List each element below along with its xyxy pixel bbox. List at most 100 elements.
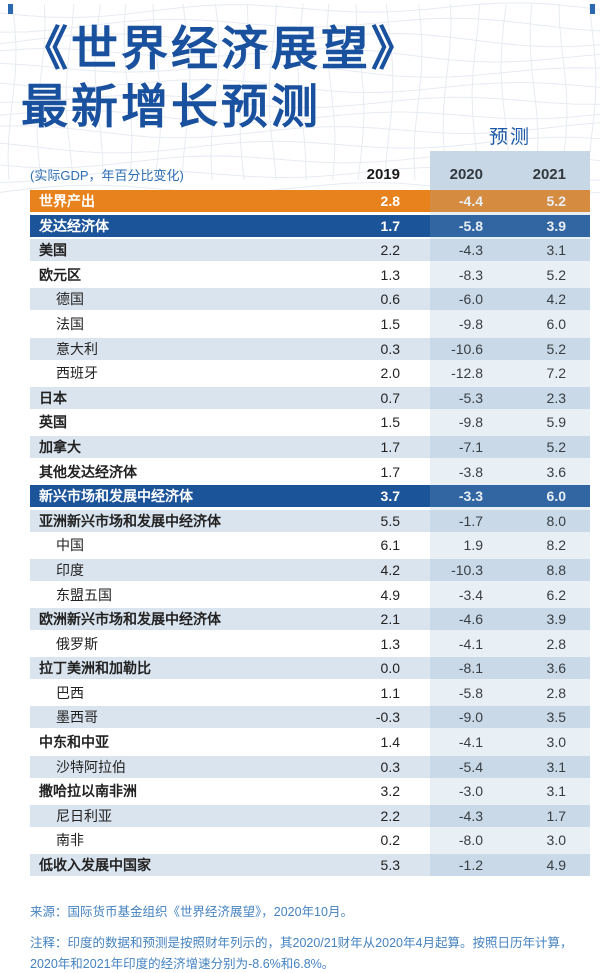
row-value: -3.3	[458, 488, 483, 505]
row-label: 撒哈拉以南非洲	[39, 783, 137, 800]
table-row: 意大利 0.3 -10.6 5.2	[30, 337, 590, 360]
row-value: 8.0	[546, 512, 566, 529]
row-value: 4.9	[546, 857, 566, 874]
row-value: 3.1	[546, 242, 566, 259]
column-header-2020: 2020	[449, 165, 483, 183]
row-value: 5.3	[380, 857, 400, 874]
row-label: 西班牙	[56, 365, 98, 382]
row-value: 2.8	[380, 193, 400, 209]
row-value: 0.7	[380, 389, 400, 406]
row-label: 印度	[56, 561, 84, 578]
row-value: 0.0	[380, 660, 400, 677]
table-row: 英国 1.5 -9.8 5.9	[30, 411, 590, 434]
row-value: -9.8	[458, 414, 483, 431]
row-label: 加拿大	[39, 438, 81, 455]
row-value: -3.4	[458, 586, 483, 603]
forecast-header-band	[430, 151, 590, 190]
table-row: 撒哈拉以南非洲 3.2 -3.0 3.1	[30, 780, 590, 803]
row-value: 2.1	[380, 611, 400, 628]
row-value: -1.7	[458, 512, 483, 529]
row-value: -1.2	[458, 857, 483, 874]
row-value: -5.8	[458, 217, 483, 234]
row-value: 3.5	[546, 709, 566, 726]
row-value: 1.5	[380, 315, 400, 332]
table-row: 美国 2.2 -4.3 3.1	[30, 239, 590, 262]
row-value: 0.6	[380, 291, 400, 308]
row-value: 6.1	[380, 537, 400, 554]
row-value: 3.1	[546, 758, 566, 775]
row-value: -0.3	[375, 709, 400, 726]
row-value: 1.1	[380, 684, 400, 701]
row-value: 3.6	[546, 660, 566, 677]
row-label: 中东和中亚	[39, 734, 109, 751]
table-row: 印度 4.2 -10.3 8.8	[30, 558, 590, 581]
row-value: 2.8	[546, 635, 566, 652]
row-value: 0.3	[380, 340, 400, 357]
row-value: 0.3	[380, 758, 400, 775]
row-value: 5.2	[546, 438, 566, 455]
row-value: -9.8	[458, 315, 483, 332]
table-row: 低收入发展中国家 5.3 -1.2 4.9	[30, 854, 590, 877]
row-value: 1.4	[380, 734, 400, 751]
row-label: 南非	[56, 832, 84, 849]
page-title-line1: 《世界经济展望》	[21, 22, 421, 75]
row-label: 法国	[56, 315, 84, 332]
row-value: 6.2	[546, 586, 566, 603]
row-label: 日本	[39, 389, 67, 406]
row-value: -5.3	[458, 389, 483, 406]
row-value: -4.4	[458, 193, 483, 209]
row-value: 5.2	[546, 266, 566, 283]
table-row: 中东和中亚 1.4 -4.1 3.0	[30, 731, 590, 754]
row-label: 巴西	[56, 684, 84, 701]
row-value: -10.3	[451, 561, 483, 578]
table-row: 西班牙 2.0 -12.8 7.2	[30, 362, 590, 385]
growth-table: 世界产出 2.8 -4.4 5.2 发达经济体 1.7 -5.8 3.9 美国 2.2 -4.3 3.…	[30, 190, 590, 879]
table-row: 世界产出 2.8 -4.4 5.2	[30, 190, 590, 212]
row-value: 5.2	[546, 193, 566, 209]
row-value: 4.2	[380, 561, 400, 578]
row-value: 3.0	[546, 734, 566, 751]
row-value: 1.7	[380, 438, 400, 455]
row-value: 1.9	[463, 537, 483, 554]
row-value: 2.2	[380, 242, 400, 259]
source-note: 来源：国际货币基金组织《世界经济展望》，2020年10月。	[30, 905, 353, 919]
row-label: 德国	[56, 291, 84, 308]
row-label: 意大利	[56, 340, 98, 357]
row-value: 3.0	[546, 832, 566, 849]
row-value: 1.5	[380, 414, 400, 431]
row-value: -4.3	[458, 242, 483, 259]
row-value: -8.3	[458, 266, 483, 283]
forecast-label: 预测	[488, 127, 531, 148]
row-value: 2.3	[546, 389, 566, 406]
row-value: 2.0	[380, 365, 400, 382]
row-value: -7.1	[458, 438, 483, 455]
row-label: 发达经济体	[39, 217, 109, 234]
table-row: 法国 1.5 -9.8 6.0	[30, 312, 590, 335]
row-label: 沙特阿拉伯	[56, 758, 126, 775]
row-value: -4.1	[458, 734, 483, 751]
table-row: 南非 0.2 -8.0 3.0	[30, 829, 590, 852]
row-value: 1.3	[380, 266, 400, 283]
row-value: 2.2	[380, 807, 400, 824]
table-row: 欧洲新兴市场和发展中经济体 2.1 -4.6 3.9	[30, 608, 590, 631]
column-header-2021: 2021	[532, 165, 566, 183]
row-value: -3.0	[458, 783, 483, 800]
row-value: 3.9	[546, 611, 566, 628]
row-value: 1.3	[380, 635, 400, 652]
row-label: 欧洲新兴市场和发展中经济体	[39, 611, 221, 628]
table-row: 俄罗斯 1.3 -4.1 2.8	[30, 632, 590, 655]
row-label: 尼日利亚	[56, 807, 112, 824]
row-value: 3.9	[546, 217, 566, 234]
row-label: 美国	[39, 242, 67, 259]
corner-mark	[590, 4, 595, 14]
row-value: 8.2	[546, 537, 566, 554]
row-value: 6.0	[546, 488, 566, 505]
row-value: 4.9	[380, 586, 400, 603]
table-row: 发达经济体 1.7 -5.8 3.9	[30, 214, 590, 237]
row-value: -4.6	[458, 611, 483, 628]
row-value: 1.7	[380, 463, 400, 480]
row-label: 东盟五国	[56, 586, 112, 603]
table-subtitle: (实际GDP，年百分比变化)	[30, 167, 184, 183]
column-header-row: (实际GDP，年百分比变化) 2019 2020 2021	[30, 161, 590, 187]
row-value: 6.0	[546, 315, 566, 332]
